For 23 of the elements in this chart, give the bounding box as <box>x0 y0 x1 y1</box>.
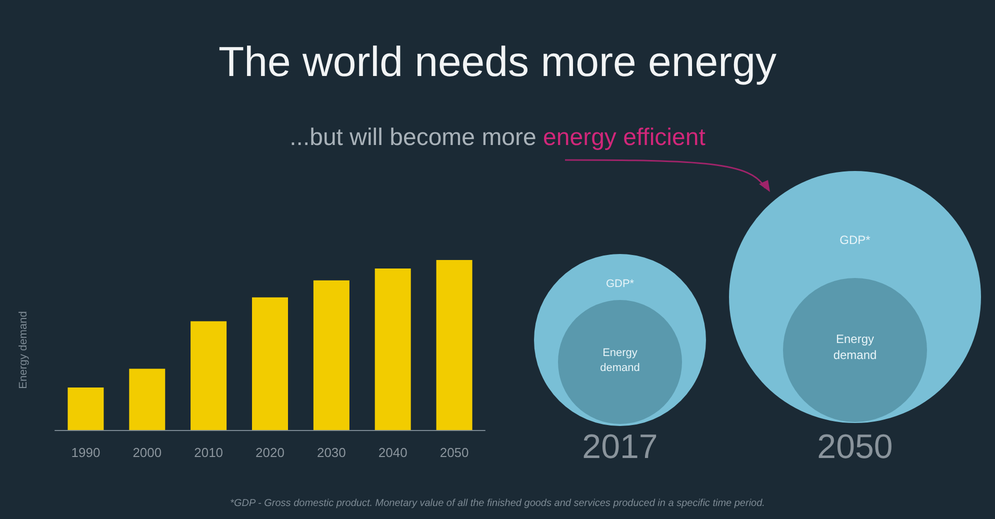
x-tick-label: 2030 <box>316 445 346 460</box>
x-tick-label: 2020 <box>256 445 284 460</box>
x-tick-label: 2000 <box>132 445 162 460</box>
bar <box>68 388 104 430</box>
text: GDP* <box>606 278 635 290</box>
y-axis-title: Energy demand <box>18 311 30 389</box>
text: *GDP - Gross domestic product. Monetary value of all the finished goods and services produced in a specific time period. <box>229 498 766 509</box>
x-tick-label: 1990 <box>71 445 100 460</box>
bar <box>436 260 472 430</box>
x-tick-label: 2050 <box>440 445 469 460</box>
category-label: 2017 <box>582 428 658 466</box>
bar <box>374 268 411 430</box>
text: GDP* <box>840 233 870 247</box>
bar <box>129 368 166 430</box>
x-tick-label: 2010 <box>194 445 224 460</box>
chart-subtitle: ...but will become more energy efficient <box>290 124 706 151</box>
chart-title: The world needs more energy <box>218 38 778 86</box>
bar <box>252 297 288 430</box>
text: Energy demand <box>600 347 640 374</box>
text: Energy demand <box>833 332 877 362</box>
bar <box>313 280 350 430</box>
x-tick-label: 2040 <box>378 445 408 460</box>
bar <box>190 321 227 430</box>
